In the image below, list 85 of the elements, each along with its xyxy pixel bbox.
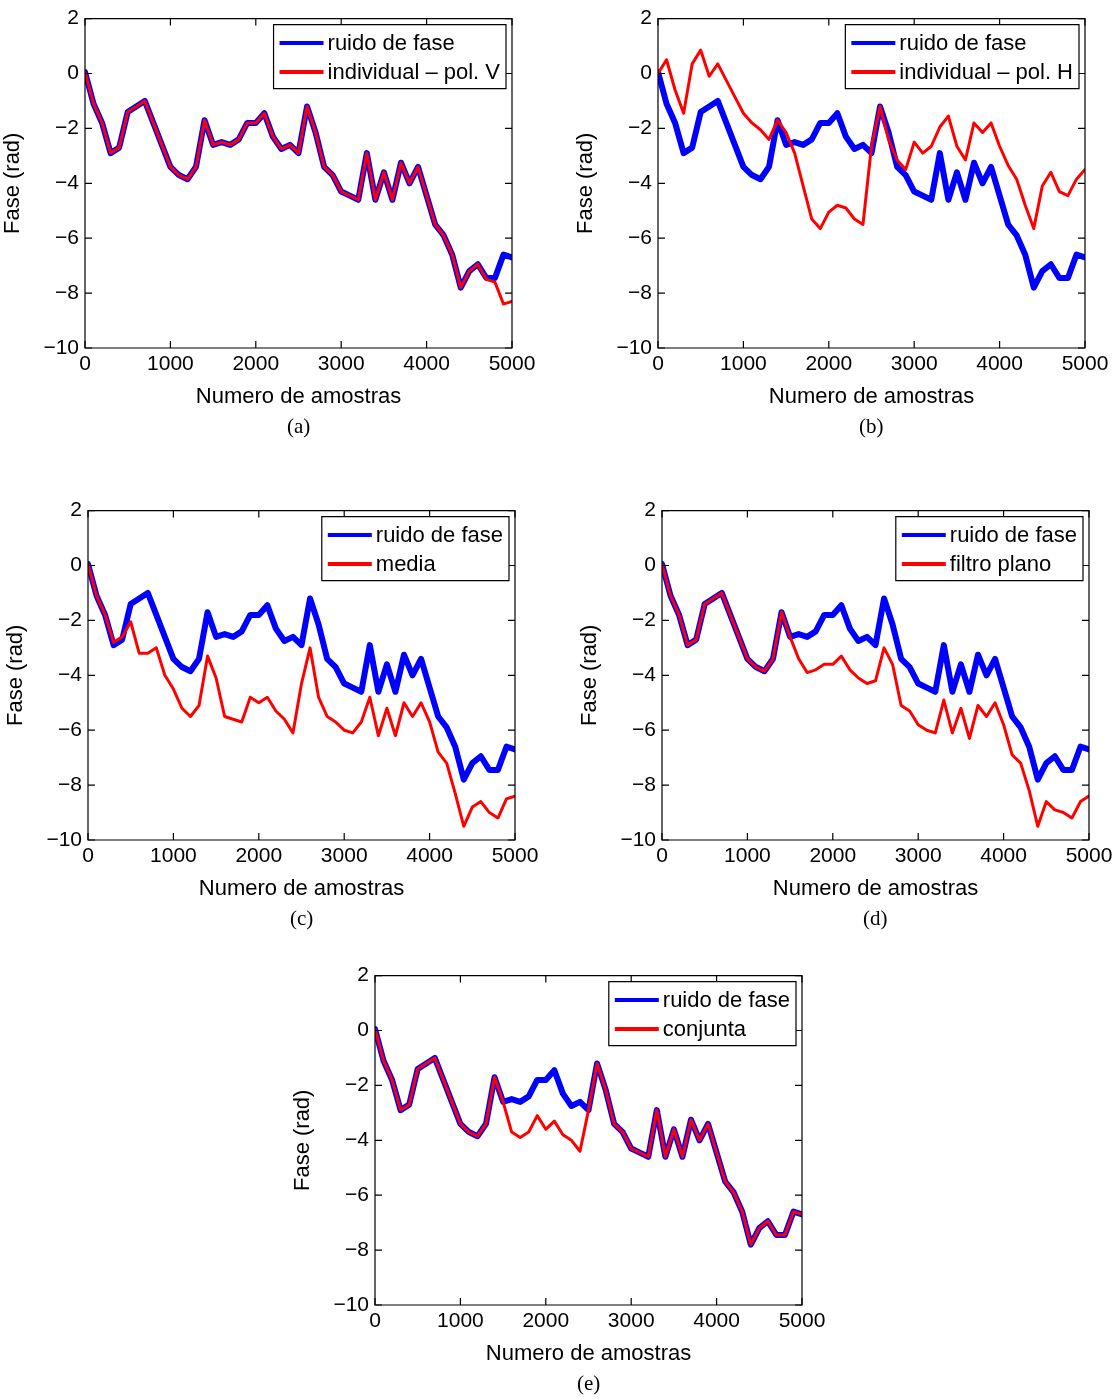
x-tick-label: 1000 bbox=[720, 351, 767, 375]
x-tick-label: 5000 bbox=[1065, 843, 1113, 867]
x-tick-label: 2000 bbox=[232, 351, 280, 375]
x-tick-label: 2000 bbox=[522, 1308, 570, 1332]
y-axis-title: Fase (rad) bbox=[2, 624, 28, 727]
y-tick-label: −2 bbox=[628, 115, 652, 139]
y-tick-label: −4 bbox=[628, 170, 653, 194]
legend-label: ruido de fase bbox=[327, 30, 455, 56]
text: (d) bbox=[863, 906, 888, 931]
y-tick-label: −4 bbox=[632, 662, 657, 686]
text: (a) bbox=[287, 414, 311, 439]
y-tick-label: 0 bbox=[70, 552, 82, 576]
y-tick-label: −2 bbox=[55, 115, 79, 139]
x-tick-label: 1000 bbox=[724, 843, 771, 867]
y-tick-label: 0 bbox=[640, 60, 652, 84]
y-tick-label: −6 bbox=[55, 225, 79, 248]
y-tick-label: −10 bbox=[620, 826, 656, 850]
y-tick-label: −8 bbox=[58, 771, 82, 795]
y-tick-label: 2 bbox=[70, 497, 82, 521]
y-tick-label: −2 bbox=[345, 1072, 369, 1096]
x-tick-label: 5000 bbox=[491, 843, 539, 867]
y-tick-label: −2 bbox=[58, 607, 82, 631]
x-axis-title: Numero de amostras bbox=[768, 382, 975, 408]
y-tick-label: 2 bbox=[67, 5, 79, 29]
y-tick-label: −4 bbox=[58, 662, 83, 686]
legend-label: individual – pol. H bbox=[899, 59, 1074, 85]
legend-label: ruido de fase bbox=[899, 30, 1027, 56]
y-tick-label: 0 bbox=[357, 1017, 369, 1041]
x-tick-label: 5000 bbox=[488, 351, 536, 375]
x-tick-label: 4000 bbox=[406, 843, 453, 867]
y-tick-label: 0 bbox=[644, 552, 656, 576]
text: (e) bbox=[577, 1371, 601, 1396]
y-tick-label: −8 bbox=[55, 279, 79, 303]
y-tick-label: −8 bbox=[632, 771, 656, 795]
y-tick-label: −2 bbox=[632, 607, 656, 631]
x-tick-label: 3000 bbox=[894, 843, 942, 867]
x-tick-label: 2000 bbox=[809, 843, 857, 867]
x-tick-label: 5000 bbox=[1061, 351, 1109, 375]
legend-label: conjunta bbox=[662, 1016, 747, 1042]
y-tick-label: −10 bbox=[46, 826, 82, 850]
y-tick-label: −6 bbox=[58, 717, 82, 740]
x-axis-title: Numero de amostras bbox=[198, 874, 405, 900]
x-tick-label: 1000 bbox=[150, 843, 197, 867]
x-tick-label: 4000 bbox=[980, 843, 1027, 867]
y-tick-label: −6 bbox=[632, 717, 656, 740]
y-tick-label: −10 bbox=[616, 334, 652, 358]
y-axis-title: Fase (rad) bbox=[289, 1089, 315, 1192]
x-tick-label: 1000 bbox=[147, 351, 194, 375]
y-axis-title: Fase (rad) bbox=[572, 132, 598, 235]
x-tick-label: 3000 bbox=[320, 843, 368, 867]
y-tick-label: 0 bbox=[67, 60, 79, 84]
x-tick-label: 4000 bbox=[403, 351, 450, 375]
y-tick-label: −6 bbox=[345, 1182, 369, 1205]
x-tick-label: 4000 bbox=[693, 1308, 740, 1332]
legend-label: ruido de fase bbox=[662, 987, 790, 1013]
legend-label: ruido de fase bbox=[949, 522, 1077, 548]
y-axis-title: Fase (rad) bbox=[0, 132, 25, 235]
y-tick-label: −4 bbox=[345, 1127, 370, 1151]
x-tick-label: 4000 bbox=[976, 351, 1023, 375]
text: (b) bbox=[859, 414, 884, 439]
legend-label: filtro plano bbox=[949, 551, 1052, 577]
x-axis-title: Numero de amostras bbox=[195, 382, 402, 408]
y-tick-label: 2 bbox=[644, 497, 656, 521]
y-tick-label: −8 bbox=[345, 1236, 369, 1260]
x-axis-title: Numero de amostras bbox=[485, 1339, 692, 1365]
y-tick-label: −6 bbox=[628, 225, 652, 248]
x-tick-label: 3000 bbox=[607, 1308, 655, 1332]
x-tick-label: 2000 bbox=[805, 351, 853, 375]
x-tick-label: 1000 bbox=[437, 1308, 484, 1332]
y-tick-label: −4 bbox=[55, 170, 80, 194]
legend-label: ruido de fase bbox=[375, 522, 503, 548]
y-axis-title: Fase (rad) bbox=[576, 624, 602, 727]
legend-label: media bbox=[375, 551, 437, 577]
x-tick-label: 2000 bbox=[235, 843, 283, 867]
y-tick-label: −10 bbox=[333, 1291, 369, 1315]
x-tick-label: 3000 bbox=[317, 351, 365, 375]
x-axis-title: Numero de amostras bbox=[772, 874, 979, 900]
x-tick-label: 5000 bbox=[778, 1308, 826, 1332]
y-tick-label: −10 bbox=[43, 334, 79, 358]
y-tick-label: 2 bbox=[640, 5, 652, 29]
legend-label: individual – pol. V bbox=[327, 59, 501, 85]
y-tick-label: −8 bbox=[628, 279, 652, 303]
x-tick-label: 3000 bbox=[890, 351, 938, 375]
y-tick-label: 2 bbox=[357, 962, 369, 986]
text: (c) bbox=[290, 906, 314, 931]
